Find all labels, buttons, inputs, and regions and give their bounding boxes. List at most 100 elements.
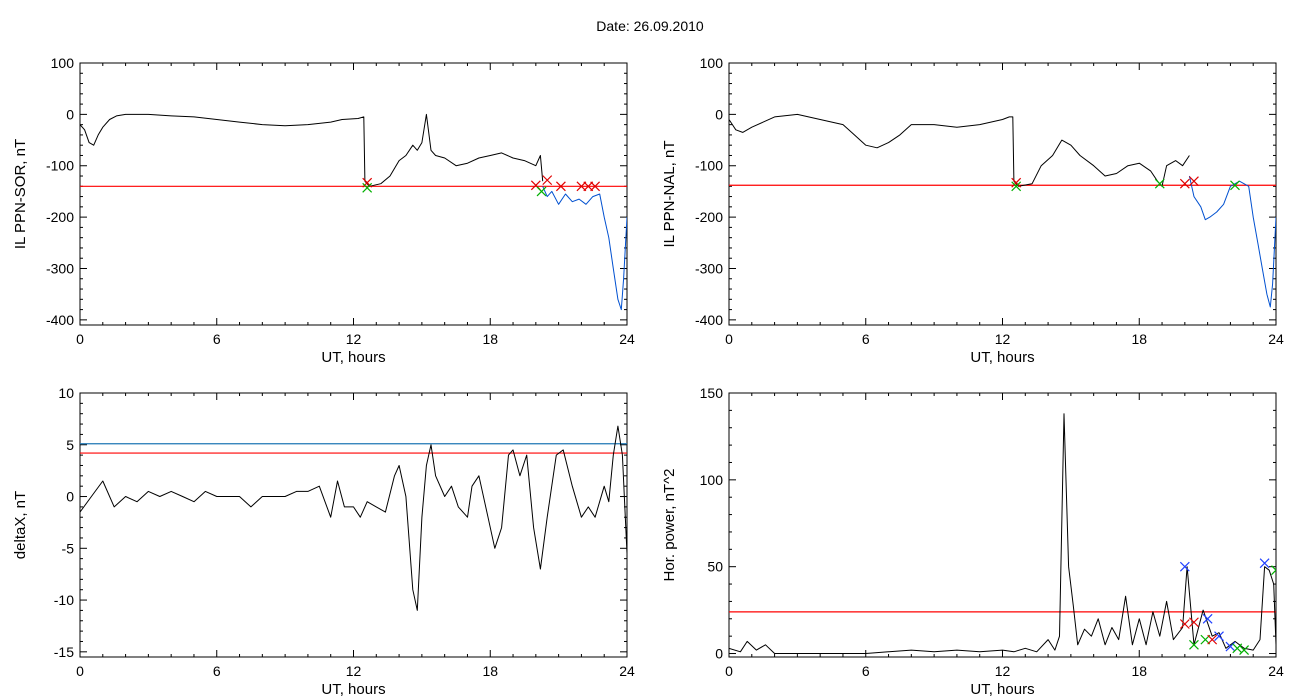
marker-x-blue [1225,641,1236,652]
y-tick-label: -100 [46,158,74,174]
marker-x-green [536,186,547,197]
marker-stroke [1259,558,1270,569]
marker-x-red [1011,177,1022,188]
marker-x-red [1179,619,1190,629]
plot-frame [728,392,1277,658]
marker-stroke [1154,178,1165,189]
marker-stroke [1179,561,1190,572]
y-tick-label: -400 [695,312,723,328]
marker-x-red [362,177,373,188]
x-tick-label: 12 [346,331,362,347]
marker-stroke [1202,613,1213,624]
marker-x-blue [1202,613,1213,624]
data-line [80,425,627,611]
y-tick-label: -200 [46,209,74,225]
marker-x-red [1189,176,1199,187]
x-tick-label: 6 [862,331,870,347]
y-tick-label: 100 [51,55,75,71]
marker-x-green [1271,565,1276,576]
x-tick-label: 6 [862,663,870,679]
plot-area [80,425,627,611]
data-line [729,413,1276,654]
marker-x-green [362,182,373,193]
marker-x-red [590,181,601,192]
y-tick-label: -10 [54,592,74,608]
y-tick-label: -200 [695,209,723,225]
x-axis-label: UT, hours [970,681,1034,698]
x-tick-label: 18 [482,331,498,347]
y-tick-label: -100 [695,158,723,174]
y-tick-label: -300 [46,260,74,276]
chart-panel-top-left: 0 6 12 18 24 -400 -300 -200 -100 0 100 UT, hours IL … [12,55,635,366]
y-tick-label: 0 [66,489,74,505]
y-tick-label: 0 [715,106,723,122]
marker-stroke [1189,639,1199,650]
x-tick-label: 0 [725,331,733,347]
marker-x-red [542,175,553,186]
marker-stroke [1179,619,1190,629]
x-tick-label: 12 [346,663,362,679]
y-tick-label: -300 [695,260,723,276]
marker-x-red [555,181,566,192]
marker-x-blue [1179,561,1190,572]
marker-stroke [530,180,541,191]
marker-x-green [1230,180,1240,191]
x-tick-label: 18 [482,663,498,679]
marker-stroke [362,177,373,188]
y-tick-label: 0 [715,646,723,662]
marker-x-green [1154,178,1165,189]
y-axis-label: deltaX, nT [12,491,29,559]
x-tick-label: 12 [995,331,1011,347]
marker-x-green [1232,643,1243,654]
x-axis-label: UT, hours [321,349,385,366]
plot-area [729,113,1276,308]
x-tick-label: 6 [213,663,221,679]
marker-stroke [1179,178,1190,189]
marker-x-green [1239,645,1250,655]
marker-stroke [1232,643,1243,654]
marker-stroke [1189,617,1199,628]
x-tick-label: 18 [1131,331,1147,347]
x-tick-label: 24 [619,331,635,347]
plot-frame [79,392,628,658]
y-tick-label: 100 [700,472,724,488]
marker-x-blue [1259,558,1270,569]
x-tick-label: 24 [1268,331,1284,347]
y-axis-label: IL PPN-SOR, nT [12,139,29,249]
x-tick-label: 0 [76,331,84,347]
x-tick-label: 12 [995,663,1011,679]
x-tick-label: 6 [213,331,221,347]
chart-panel-bottom-right: 0 6 12 18 24 0 50 100 150 UT, hours Hor. power, nT… [661,385,1284,698]
marker-stroke [1239,645,1250,655]
marker-stroke [1230,180,1240,191]
x-tick-label: 0 [725,663,733,679]
chart-panel-top-right: 0 6 12 18 24 -400 -300 -200 -100 0 100 UT, hours IL … [661,55,1284,366]
y-axis-label: Hor. power, nT^2 [661,469,678,582]
plot-frame [728,62,1277,326]
y-tick-label: 0 [66,106,74,122]
y-tick-label: 10 [58,385,74,401]
figure-title: Date: 26.09.2010 [596,18,704,34]
data-line-segment-blue [542,186,627,311]
y-tick-label: -15 [54,644,74,660]
x-tick-label: 24 [1268,663,1284,679]
x-axis-label: UT, hours [970,349,1034,366]
marker-stroke [1271,565,1276,572]
data-line-segment-blue [1188,175,1276,308]
marker-stroke [1189,176,1199,187]
marker-stroke [1225,641,1236,652]
plot-area [729,413,1276,655]
marker-stroke [1207,634,1218,645]
marker-stroke [555,181,566,192]
marker-stroke [1214,631,1224,642]
marker-stroke [1011,181,1022,192]
marker-x-red [1179,178,1190,189]
marker-stroke [536,186,547,197]
marker-stroke [542,175,553,186]
marker-x-red [1189,617,1199,628]
data-line [729,113,1190,187]
data-line [80,113,544,187]
y-tick-label: 50 [707,559,723,575]
chart-panel-bottom-left: 0 6 12 18 24 -15 -10 -5 0 5 10 UT, hours deltaX, nT [12,385,635,698]
